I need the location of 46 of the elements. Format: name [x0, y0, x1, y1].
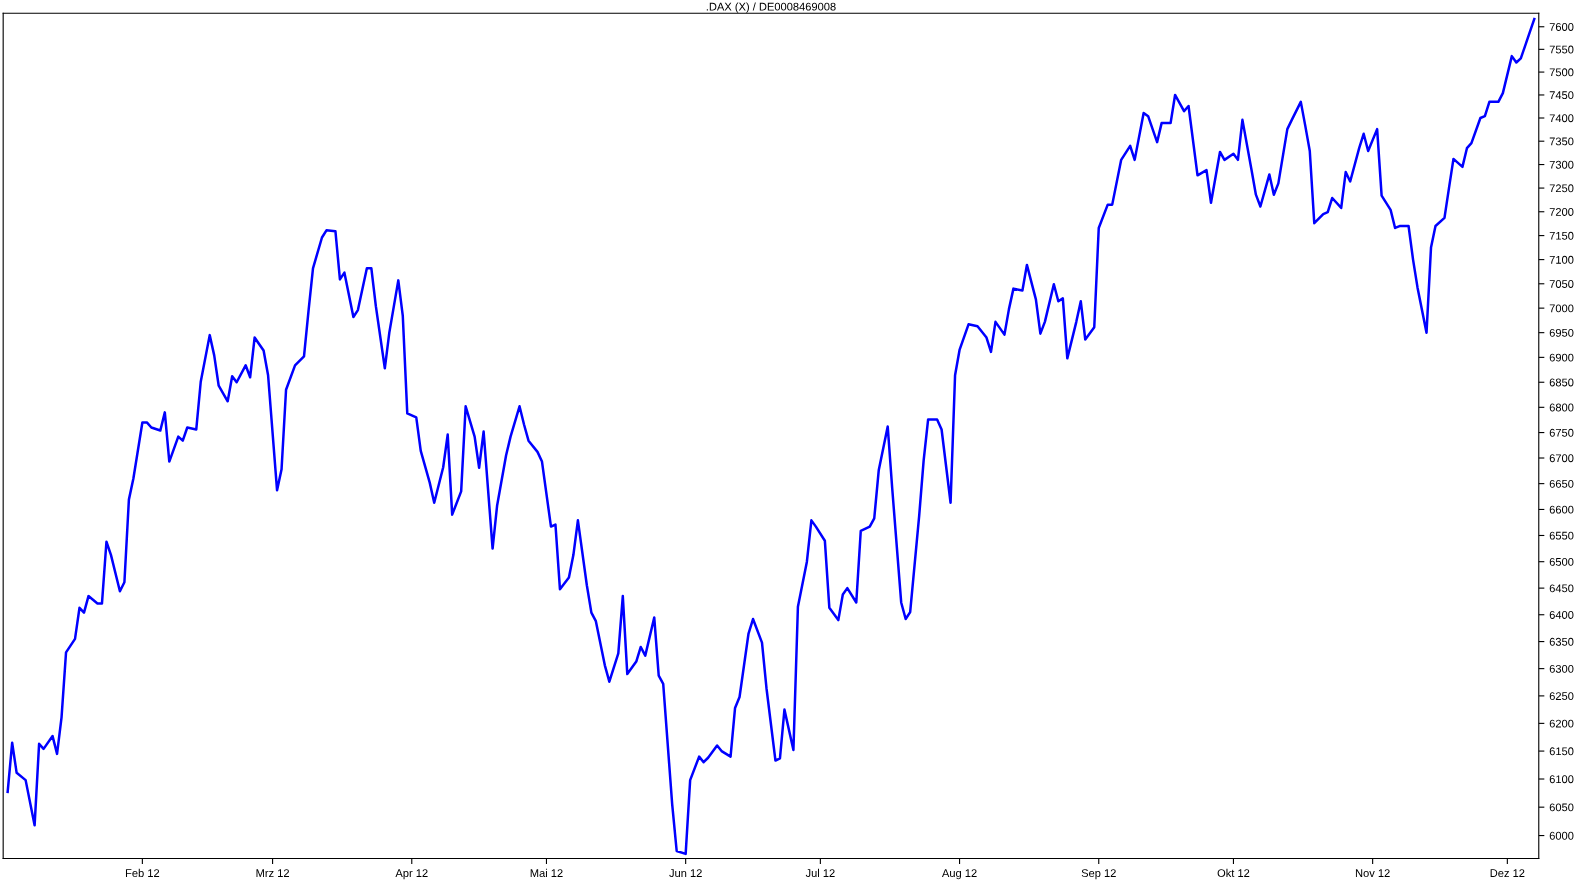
y-tick-label: 7200	[1549, 208, 1574, 216]
x-tick-label: Okt 12	[1217, 868, 1250, 878]
x-tick-label: Feb 12	[125, 868, 160, 878]
y-tick-label: 6200	[1549, 719, 1574, 728]
y-tick-label: 6650	[1549, 479, 1574, 488]
y-tick-label: 6950	[1549, 328, 1574, 337]
x-tick-label: Sep 12	[1081, 869, 1116, 880]
y-tick-label: 7300	[1549, 160, 1574, 169]
y-tick-label: 6000	[1549, 831, 1574, 840]
y-tick-label: 6150	[1549, 747, 1574, 756]
y-tick-label: 6850	[1549, 378, 1574, 387]
y-tick-label: 6350	[1549, 637, 1574, 646]
y-tick-label: 7350	[1549, 137, 1574, 146]
y-tick-label: 6800	[1549, 403, 1574, 412]
y-tick-label: 6400	[1549, 611, 1574, 619]
y-tick-label: 6550	[1549, 531, 1574, 540]
x-tick-label: Dez 12	[1490, 869, 1525, 878]
line-series	[6, 17, 1536, 856]
y-tick-label: 7450	[1549, 91, 1574, 100]
x-tick-label: Nov 12	[1355, 869, 1390, 878]
y-tick-label: 6250	[1549, 692, 1574, 701]
x-tick-label: Jul 12	[805, 868, 835, 878]
y-tick-label: 7100	[1549, 255, 1574, 264]
chart-title: .DAX (X) / DE0008469008	[706, 2, 836, 13]
y-tick-label: 7400	[1549, 114, 1574, 123]
y-tick-label: 6700	[1549, 454, 1574, 463]
y-tick-label: 6450	[1549, 584, 1574, 593]
y-tick-label: 6600	[1549, 505, 1574, 514]
y-tick-label: 7600	[1549, 23, 1574, 31]
y-tick-label: 7000	[1549, 304, 1574, 313]
y-tick-label: 6100	[1549, 775, 1574, 784]
x-tick-label: Apr 12	[395, 869, 428, 880]
y-tick-label: 7550	[1549, 45, 1574, 54]
y-tick-label: 6050	[1549, 803, 1574, 812]
y-tick-label: 6500	[1549, 557, 1574, 566]
y-tick-label: 6750	[1549, 428, 1574, 437]
y-tick-label: 7050	[1549, 280, 1574, 288]
y-tick-label: 7500	[1549, 68, 1574, 77]
x-tick-label: Aug 12	[941, 869, 977, 880]
x-tick-label: Jun 12	[669, 869, 702, 878]
x-tick-label: Mrz 12	[256, 869, 289, 877]
y-tick-label: 6900	[1549, 353, 1574, 362]
y-tick-label: 7150	[1549, 231, 1574, 240]
y-tick-label: 6300	[1549, 664, 1574, 673]
x-tick-label: Mai 12	[530, 868, 563, 878]
y-tick-label: 7250	[1549, 184, 1574, 193]
